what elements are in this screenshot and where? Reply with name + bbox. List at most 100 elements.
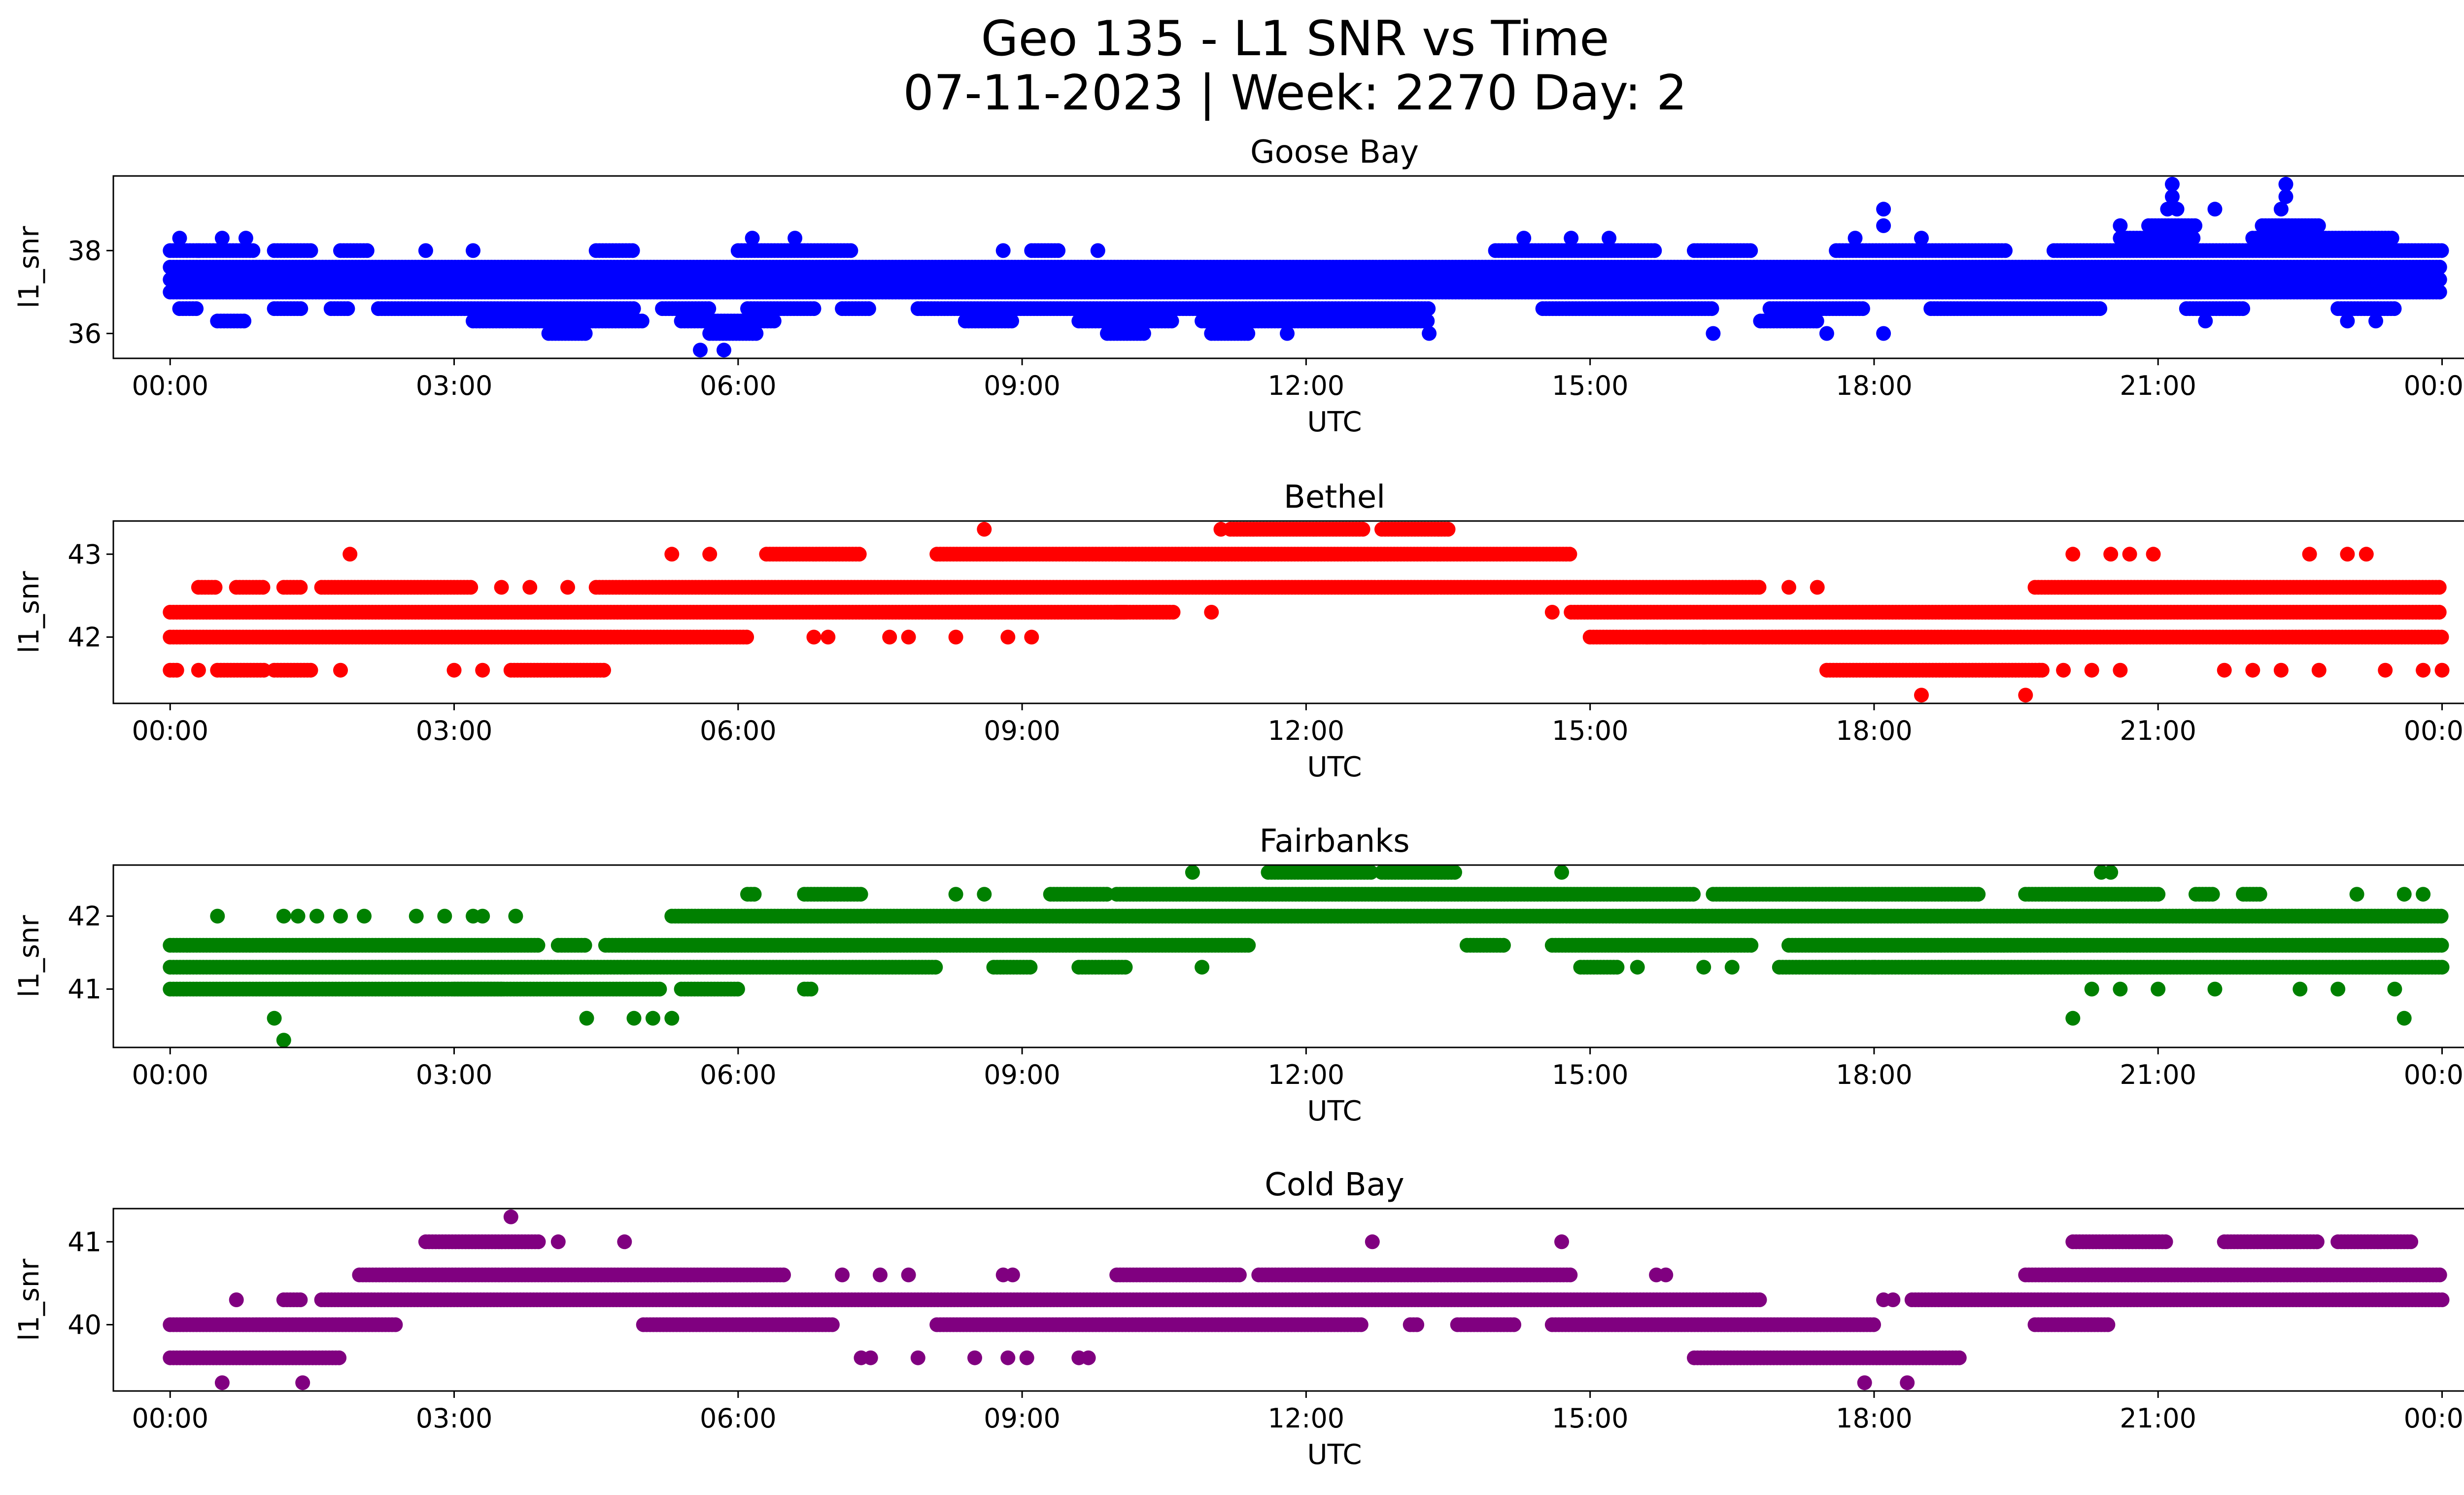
data-point [1751,580,1767,595]
x-tick-label: 00:00 [2404,370,2464,401]
data-point [749,326,764,341]
data-point [1706,326,1721,341]
x-axis-label: UTC [1307,406,1362,438]
data-point [293,580,308,595]
data-point [1051,243,1066,258]
x-tick-label: 00:00 [132,370,208,401]
x-tick-label: 09:00 [984,370,1061,401]
data-point [293,301,308,316]
data-point [1280,326,1295,341]
subplot-title: Bethel [1284,479,1385,516]
data-point [2235,301,2251,316]
data-point [2113,218,2128,233]
data-point [2207,202,2223,217]
data-point [1136,326,1151,341]
data-point [995,243,1011,258]
y-tick-label: 38 [68,235,102,266]
data-point [2434,629,2449,645]
data-point [861,301,876,316]
data-point [739,629,754,645]
data-point [214,231,230,246]
data-point [2431,580,2447,595]
data-point [359,243,375,258]
x-tick-label: 15:00 [1552,370,1629,401]
x-tick-label: 12:00 [1268,370,1345,401]
data-point [1004,313,1019,329]
data-point [2432,272,2447,287]
data-point [2432,284,2447,300]
data-point [2278,176,2293,192]
data-point [1998,243,2013,258]
data-point [1848,231,1863,246]
data-point [2165,189,2180,204]
data-point [1809,313,1824,329]
scatter-points [163,522,2450,703]
data-point [1855,301,1870,316]
data-point [172,231,187,246]
data-point [1090,243,1105,258]
data-point [1516,231,1532,246]
data-point [578,326,593,341]
data-point [2198,313,2213,329]
data-point [1876,218,1891,233]
data-point [2186,231,2201,246]
data-point [303,243,318,258]
data-point [463,580,479,595]
data-point [2165,176,2180,192]
data-point [1165,605,1181,620]
data-point [237,313,252,329]
data-point [2278,189,2293,204]
data-point [1914,231,1929,246]
axes-frame [112,175,2464,359]
data-point [717,343,731,358]
x-tick-label: 18:00 [1836,370,1913,401]
scatter-points [163,176,2449,358]
data-point [245,243,261,258]
data-point [238,231,253,246]
data-point [255,580,271,595]
data-point [626,301,641,316]
data-point [2311,218,2326,233]
data-point [745,231,760,246]
data-point [1240,326,1256,341]
data-point [766,313,782,329]
data-point [1564,231,1579,246]
data-point [625,243,640,258]
data-point [2431,605,2447,620]
data-point [1876,202,1891,217]
y-axis-label: l1_snr [13,226,45,309]
data-point [1647,243,1662,258]
data-point [2387,301,2402,316]
data-point [843,243,858,258]
subplot-title: Goose Bay [1250,134,1419,171]
data-point [207,580,223,595]
data-point [2340,313,2355,329]
data-point [2169,202,2185,217]
data-point [2432,260,2447,275]
data-point [1164,313,1179,329]
data-point [1876,326,1891,341]
data-point [418,243,433,258]
data-point [634,313,650,329]
data-point [191,243,206,258]
data-point [787,231,803,246]
figure-title-line2: 07-11-2023 | Week: 2270 Day: 2 [903,65,1687,121]
data-point [1420,313,1435,329]
data-point [693,343,708,358]
data-point [1232,272,1247,287]
data-point [1422,326,1437,341]
x-tick-label: 06:00 [700,370,777,401]
data-point [2368,313,2383,329]
data-point [2434,243,2449,258]
data-point [1819,326,1834,341]
data-point [2273,202,2289,217]
figure-title-line1: Geo 135 - L1 SNR vs Time [981,11,1609,67]
y-tick-label: 36 [68,318,102,349]
subplot-0: Goose Bay 00:00 03:00 06:00 09:00 12:00 15:00 1… [13,134,2464,438]
x-tick-label: 21:00 [2120,370,2196,401]
x-tick-label: 03:00 [416,370,493,401]
data-point [466,243,480,258]
data-point [852,547,867,562]
